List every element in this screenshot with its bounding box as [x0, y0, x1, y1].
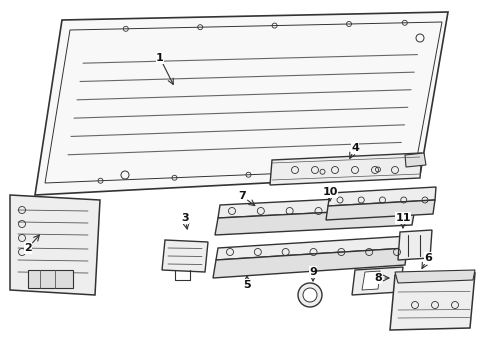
Text: 2: 2: [24, 243, 32, 253]
Polygon shape: [216, 236, 408, 260]
Polygon shape: [326, 200, 435, 220]
Polygon shape: [213, 248, 407, 278]
Text: 9: 9: [309, 267, 317, 277]
Text: 5: 5: [243, 280, 251, 290]
Text: 1: 1: [156, 53, 164, 63]
Text: 8: 8: [374, 273, 382, 283]
Polygon shape: [362, 271, 380, 290]
Circle shape: [298, 283, 322, 307]
Polygon shape: [45, 22, 442, 183]
Polygon shape: [352, 267, 403, 295]
Polygon shape: [398, 230, 432, 260]
Polygon shape: [10, 195, 100, 295]
Polygon shape: [35, 12, 448, 195]
Polygon shape: [405, 153, 426, 167]
Polygon shape: [215, 208, 415, 235]
Polygon shape: [328, 187, 436, 206]
Polygon shape: [162, 240, 208, 272]
Polygon shape: [270, 153, 422, 185]
Polygon shape: [390, 273, 475, 330]
Bar: [28, 270, 73, 288]
Text: 7: 7: [238, 191, 246, 201]
Circle shape: [303, 288, 317, 302]
Text: 4: 4: [351, 143, 359, 153]
Polygon shape: [218, 195, 416, 218]
Polygon shape: [395, 270, 475, 283]
Text: 10: 10: [322, 187, 338, 197]
Text: 11: 11: [395, 213, 411, 223]
Text: 6: 6: [424, 253, 432, 263]
Text: 3: 3: [181, 213, 189, 223]
